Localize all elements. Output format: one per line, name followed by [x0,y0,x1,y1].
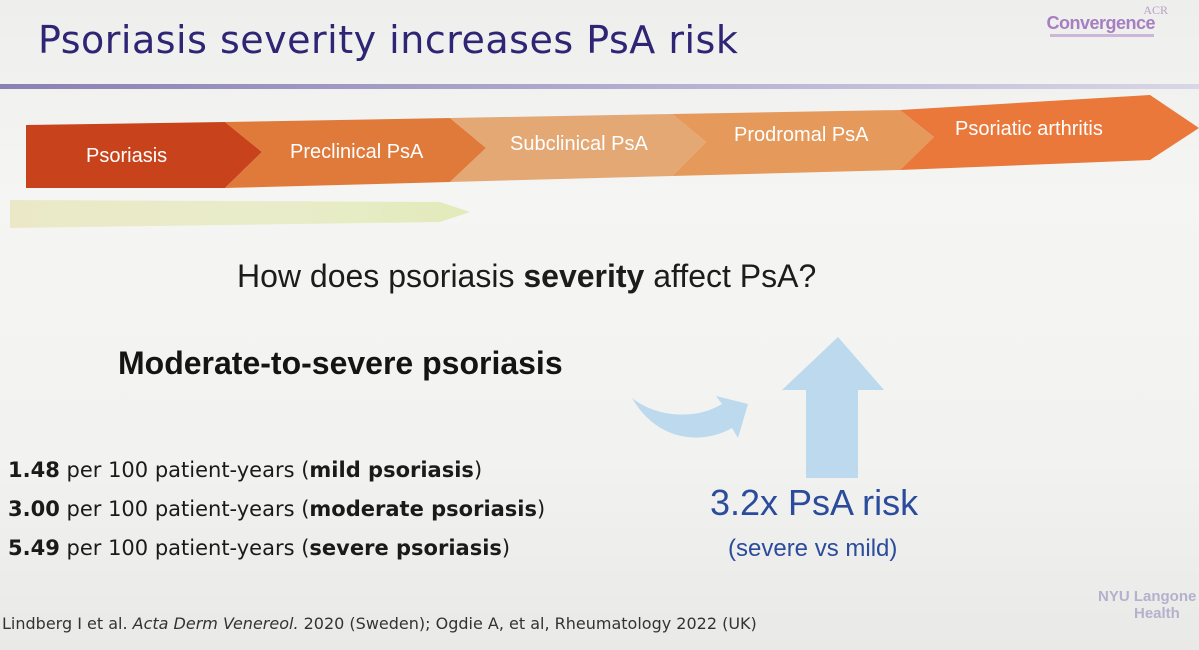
rate-mild: 1.48 per 100 patient-years (mild psorias… [8,458,483,482]
rate-severe: 5.49 per 100 patient-years (severe psori… [8,536,511,560]
rate-moderate: 3.00 per 100 patient-years (moderate pso… [8,497,546,521]
step-label-2: Preclinical PsA [290,141,424,163]
step-label-4: Prodromal PsA [734,124,869,146]
step-chevron-3 [450,114,706,182]
nyu-langone-logo: NYU Langone Health [1098,588,1197,622]
subheading: Moderate-to-severe psoriasis [118,345,563,381]
risk-comparison: (severe vs mild) [728,535,898,562]
up-arrow-icon [782,337,884,478]
step-chevron-5 [900,95,1199,170]
step-label-1: Psoriasis [86,145,168,167]
logo-convergence: Convergence [1046,13,1155,33]
reference-citation: Lindberg I et al. Acta Derm Venereol. 20… [2,614,757,633]
time-arrow-bar [10,200,470,228]
question-text: How does psoriasis severity affect PsA? [237,258,817,294]
title-rule [0,84,1199,89]
step-chevron-1 [26,122,262,188]
step-chevron-4 [672,110,934,176]
logo-tagline-bar [1050,34,1154,37]
step-label-5: Psoriatic arthritis [955,118,1103,140]
risk-headline: 3.2x PsA risk [710,482,919,523]
curved-arrow-icon [632,396,748,438]
step-label-3: Subclinical PsA [510,133,648,155]
step-chevron-2 [225,118,486,188]
slide-title: Psoriasis severity increases PsA risk [38,18,739,62]
logo-acr-text: ACR [1143,3,1168,17]
